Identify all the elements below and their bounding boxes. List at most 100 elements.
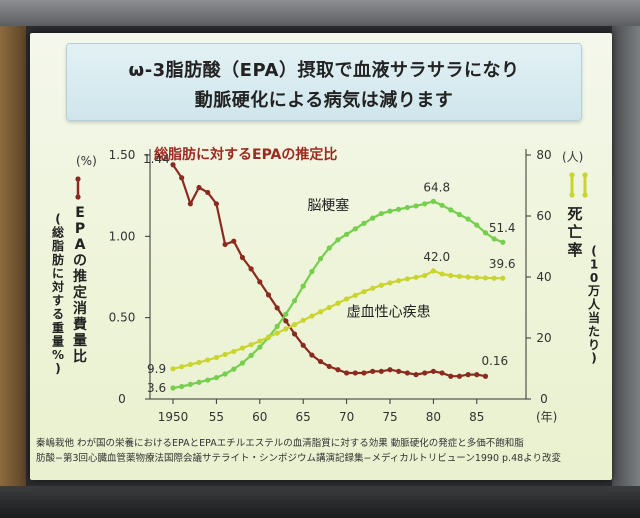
room-right-wall — [612, 26, 640, 518]
series-0-point — [335, 367, 341, 373]
data-label: 64.8 — [423, 180, 450, 194]
series-2-point — [378, 282, 384, 288]
series-2-point — [370, 285, 376, 291]
series-2-point — [344, 296, 350, 302]
x-axis-tick-label: 70 — [339, 410, 354, 424]
series-2-point — [352, 292, 358, 298]
series-0-point — [187, 201, 193, 207]
series-2-point — [170, 366, 176, 372]
series-0-point — [370, 368, 376, 374]
series-0-point — [222, 241, 228, 248]
series-0-point — [231, 238, 237, 244]
series-0-point — [404, 370, 410, 376]
series-0-point — [378, 368, 384, 374]
series-2-point — [283, 326, 289, 332]
right-axis-key-dot — [569, 192, 575, 198]
series-0-point — [413, 372, 419, 378]
series-2-point — [196, 359, 202, 365]
presentation-slide: ω-3脂肪酸（EPA）摂取で血液サラサラになり 動脈硬化による病気は減ります 0… — [30, 33, 612, 480]
series-1-point — [370, 215, 376, 221]
series-1-point — [439, 202, 445, 208]
series-2-point — [179, 364, 185, 370]
left-axis-sublabel-char: ) — [55, 362, 60, 376]
series-1-point — [283, 311, 289, 317]
series-2-point — [231, 348, 237, 355]
left-axis-label-char: 比 — [73, 348, 87, 365]
slide-title-box: ω-3脂肪酸（EPA）摂取で血液サラサラになり 動脈硬化による病気は減ります — [66, 43, 582, 121]
series-0-point — [422, 370, 428, 376]
series-1-point — [170, 385, 176, 391]
x-axis-tick-label: 85 — [469, 410, 484, 424]
series-1-point — [231, 366, 237, 372]
series-0-point — [248, 266, 254, 272]
series-2-point — [361, 289, 367, 295]
series-1-point — [326, 245, 332, 251]
room-left-wall — [0, 26, 26, 518]
left-axis-sublabel-char: に — [52, 266, 64, 280]
data-label: 0.16 — [481, 354, 508, 368]
left-axis-sublabel-char: す — [52, 294, 64, 308]
right-axis-tick-label: 40 — [536, 270, 551, 284]
x-axis-tick-label: 75 — [382, 410, 397, 424]
left-axis-label-char: 消 — [73, 300, 87, 317]
series-1-point — [257, 344, 263, 350]
dual-axis-line-chart: 0 0.50 1.00 1.50 0 20 40 60 80 1950 55 60 65 70 75 80 85… — [51, 146, 601, 424]
left-axis-label-char: 定 — [73, 284, 87, 301]
series-2-point — [396, 278, 402, 284]
series-2-point — [309, 313, 315, 319]
series-0-point — [448, 373, 454, 379]
data-label: 51.4 — [489, 221, 516, 235]
series-0-point — [239, 254, 246, 261]
left-axis-label-char: 推 — [73, 268, 87, 285]
series-2-point — [239, 345, 246, 351]
series-0-point — [196, 184, 202, 191]
series-0-point — [482, 373, 489, 379]
series-0-point — [317, 358, 324, 365]
right-axis-key-dot — [582, 172, 588, 178]
x-axis-tick-label: 80 — [426, 410, 441, 424]
room-floor — [0, 486, 640, 518]
x-axis-tick-label: 1950 — [158, 410, 189, 424]
left-axis-key-dot — [75, 176, 81, 182]
series-1-point — [422, 201, 428, 207]
right-axis-tick-label: 80 — [536, 148, 551, 162]
source-caption: 秦嶋栽他 わが国の栄養におけるEPAとEPAエチルエステルの血清脂質に対する効果… — [36, 438, 561, 464]
series-1-point — [465, 216, 471, 222]
left-axis-sublabel-char: 肪 — [52, 252, 64, 267]
left-axis-unit: (%) — [76, 154, 97, 168]
series-2-point — [257, 338, 263, 344]
series-name-label: 虚血性心疾患 — [347, 305, 431, 321]
series-1-point — [196, 379, 202, 385]
right-axis-sublabel-char: ) — [591, 351, 596, 365]
left-axis-sublabel-char: 総 — [52, 225, 64, 240]
series-0-point — [205, 189, 211, 196]
series-1-point — [396, 206, 402, 212]
left-axis-tick-label: 0.50 — [109, 311, 136, 325]
series-2-point — [448, 272, 454, 279]
series-2-point — [248, 342, 254, 348]
series-2-point — [465, 274, 471, 280]
x-axis-tick-label: 65 — [296, 410, 311, 424]
series-1-point — [456, 211, 463, 218]
right-axis-label-char: 亡 — [567, 223, 582, 241]
series-1-point — [239, 360, 246, 366]
series-2-point — [422, 272, 428, 279]
right-axis-sublabel-char: 0 — [590, 271, 598, 285]
left-axis-tick-label: 0 — [118, 392, 126, 406]
series-1-point — [317, 256, 324, 262]
room-ceiling — [0, 0, 640, 26]
series-0-point — [170, 162, 176, 168]
chart-title: 総脂肪に対するEPAの推定比 — [154, 146, 337, 163]
series-2-point — [439, 271, 445, 277]
series-2-point — [413, 274, 419, 280]
series-1-point — [300, 283, 306, 289]
series-1-point — [213, 375, 219, 381]
left-axis-sublabel-char: 脂 — [51, 238, 64, 253]
left-axis-sublabel-char: 重 — [52, 320, 64, 335]
series-2-point — [222, 351, 228, 358]
series-name-label: 脳梗塞 — [307, 197, 349, 214]
data-label: 9.9 — [147, 362, 166, 376]
right-axis-label-char: 率 — [567, 241, 582, 259]
series-2-point — [456, 273, 463, 279]
right-axis-key-dot — [582, 192, 588, 198]
